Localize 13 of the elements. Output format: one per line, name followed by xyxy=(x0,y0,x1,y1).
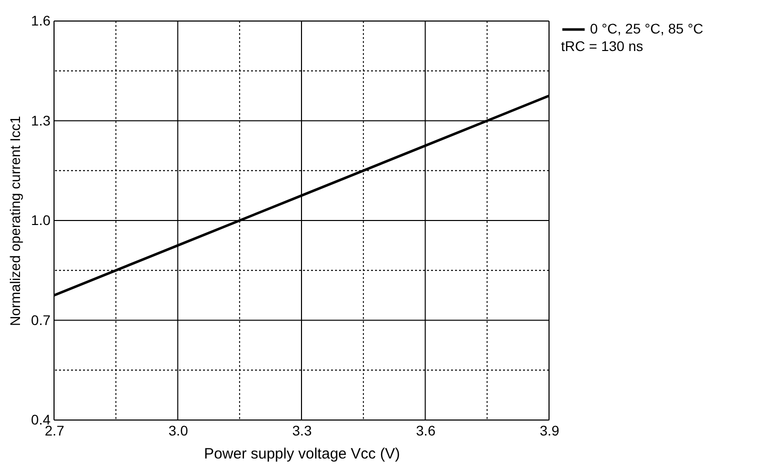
y-tick-label: 0.7 xyxy=(31,312,51,328)
x-tick-label: 3.6 xyxy=(416,422,436,438)
y-axis-title: Normalized operating current Icc1 xyxy=(7,116,24,326)
text: tRC = 130 ns xyxy=(561,38,644,54)
x-tick-label: 3.9 xyxy=(540,422,560,438)
x-tick-label: 2.7 xyxy=(44,422,64,438)
x-tick-label: 3.0 xyxy=(168,422,188,438)
legend-label: 0 °C, 25 °C, 85 °C xyxy=(590,20,704,36)
y-tick-label: 1.6 xyxy=(31,12,51,28)
y-tick-label: 1.3 xyxy=(31,112,51,128)
x-axis-title: Power supply voltage Vcc (V) xyxy=(204,446,400,462)
y-tick-label: 1.0 xyxy=(31,212,51,228)
x-tick-label: 3.3 xyxy=(292,422,312,438)
